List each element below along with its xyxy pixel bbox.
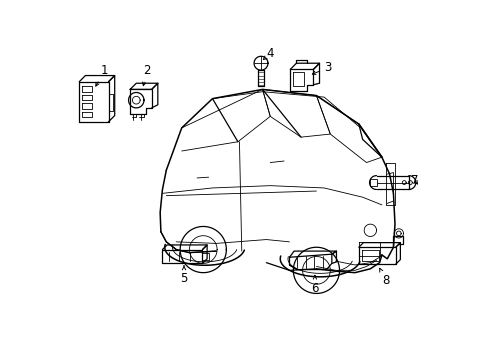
Text: 5: 5 xyxy=(180,266,187,284)
Text: 4: 4 xyxy=(263,48,273,60)
Text: 2: 2 xyxy=(142,64,150,86)
Text: 1: 1 xyxy=(96,64,108,86)
Text: 7: 7 xyxy=(410,174,418,187)
Text: 3: 3 xyxy=(312,61,331,75)
Text: 8: 8 xyxy=(379,268,388,287)
Text: 6: 6 xyxy=(310,276,318,294)
